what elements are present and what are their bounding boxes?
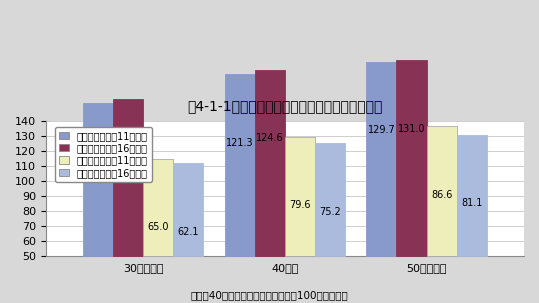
- Bar: [457, 135, 487, 256]
- Bar: [143, 159, 174, 256]
- Bar: [426, 126, 457, 256]
- Text: （注）40歳代の雇用者の平均賃金を100とした場合: （注）40歳代の雇用者の平均賃金を100とした場合: [191, 290, 348, 300]
- Bar: [397, 60, 426, 256]
- Text: 62.1: 62.1: [178, 227, 199, 237]
- Text: 131.0: 131.0: [398, 124, 425, 134]
- Title: 第4-1-1図　年齢層別最高賃金、最低賃金の平均: 第4-1-1図 年齢層別最高賃金、最低賃金の平均: [187, 99, 383, 113]
- Text: 121.3: 121.3: [226, 138, 253, 148]
- Text: 75.2: 75.2: [319, 207, 341, 217]
- Text: 104.9: 104.9: [114, 163, 142, 173]
- Text: 86.6: 86.6: [431, 190, 452, 200]
- Bar: [225, 75, 255, 256]
- Bar: [315, 143, 345, 256]
- Text: 79.6: 79.6: [289, 200, 310, 211]
- Text: 101.9: 101.9: [84, 167, 112, 177]
- Text: 81.1: 81.1: [461, 198, 482, 208]
- Text: 65.0: 65.0: [148, 222, 169, 232]
- Text: 129.7: 129.7: [368, 125, 395, 135]
- Bar: [113, 99, 143, 256]
- Legend: 最高賃金（平成11年度）, 最高賃金（平成16年度）, 最低賃金（平成11年度）, 最低賃金（平成16年度）: 最高賃金（平成11年度）, 最高賃金（平成16年度）, 最低賃金（平成11年度）…: [56, 127, 152, 182]
- Bar: [255, 69, 285, 256]
- Bar: [367, 62, 397, 256]
- Bar: [174, 163, 203, 256]
- Bar: [83, 104, 113, 256]
- Text: 124.6: 124.6: [256, 133, 284, 143]
- Bar: [285, 137, 315, 256]
